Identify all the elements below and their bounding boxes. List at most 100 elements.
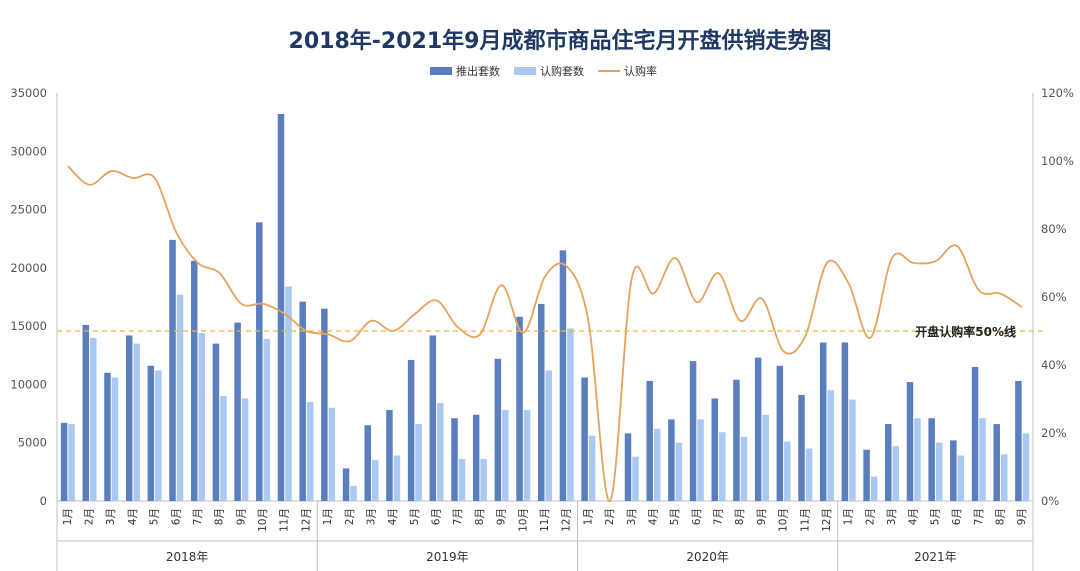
x-tick-label: 8月 — [474, 508, 486, 525]
bar-subscribed — [719, 432, 726, 501]
x-tick-label: 2月 — [344, 508, 356, 525]
year-label: 2020年 — [686, 550, 729, 564]
bar-subscribed — [892, 446, 900, 501]
x-tick-label: 11月 — [539, 508, 551, 532]
bar-subscribed — [350, 485, 357, 501]
bar-launched — [733, 379, 740, 501]
bar-launched — [212, 343, 220, 501]
bar-launched — [234, 322, 241, 501]
x-tick-label: 3月 — [105, 508, 117, 525]
bar-launched — [538, 303, 545, 501]
bar-launched — [364, 425, 371, 501]
x-tick-label: 1月 — [582, 508, 594, 525]
bar-launched — [624, 433, 632, 501]
x-tick-label: 8月 — [734, 508, 746, 525]
bar-launched — [169, 239, 176, 501]
x-tick-label: 2月 — [604, 508, 616, 525]
x-tick-label: 3月 — [886, 508, 898, 525]
bar-launched — [646, 380, 653, 501]
bar-launched — [277, 113, 285, 502]
bar-launched — [559, 250, 567, 501]
y-right-tick-label: 40% — [1041, 358, 1067, 372]
bar-subscribed — [155, 370, 162, 501]
bar-launched — [906, 382, 914, 501]
x-tick-label: 6月 — [691, 508, 703, 525]
y-left-tick-label: 30000 — [10, 144, 47, 158]
x-tick-label: 4月 — [127, 508, 139, 525]
bar-launched — [863, 449, 870, 501]
y-left-tick-label: 35000 — [10, 86, 47, 100]
bar-subscribed — [632, 456, 639, 501]
bar-launched — [299, 301, 306, 501]
x-tick-label: 8月 — [214, 508, 226, 525]
series-rate-line — [67, 165, 1023, 502]
x-tick-label: 7月 — [452, 508, 464, 525]
bar-subscribed — [306, 401, 314, 501]
x-tick-label: 4月 — [908, 508, 920, 525]
bar-launched — [494, 358, 502, 501]
bar-subscribed — [415, 424, 422, 501]
bar-launched — [451, 418, 458, 501]
x-tick-label: 5月 — [149, 508, 161, 525]
bar-launched — [60, 422, 68, 501]
chart-axes: 0 5000 10000 15000 20000 25000 30000 35000 0% 20%… — [10, 86, 1074, 508]
bar-subscribed — [588, 435, 596, 501]
x-tick-label: 5月 — [929, 508, 941, 525]
bar-launched — [407, 359, 415, 501]
series-subscribed-bars — [68, 286, 1030, 501]
bar-launched — [754, 357, 762, 501]
bar-launched — [668, 419, 675, 501]
bar-subscribed — [198, 333, 205, 501]
x-tick-label: 1月 — [62, 508, 74, 525]
y-right-tick-label: 60% — [1041, 290, 1067, 304]
bar-subscribed — [740, 436, 748, 501]
bar-launched — [776, 365, 784, 501]
y-left-tick-label: 15000 — [10, 319, 47, 333]
bar-launched — [256, 222, 263, 501]
x-tick-label: 1月 — [843, 508, 855, 525]
x-tick-label: 3月 — [626, 508, 638, 525]
x-tick-label: 7月 — [713, 508, 725, 525]
x-tick-label: 3月 — [365, 508, 377, 525]
bar-launched — [1015, 380, 1022, 501]
bar-subscribed — [176, 294, 184, 501]
bar-launched — [472, 414, 480, 501]
y-left-tick-label: 5000 — [18, 436, 47, 450]
x-tick-label: 9月 — [235, 508, 247, 525]
bar-subscribed — [545, 370, 552, 501]
y-left-tick-label: 25000 — [10, 203, 47, 217]
x-tick-label: 10月 — [257, 508, 269, 532]
x-tick-label: 10月 — [517, 508, 529, 532]
bar-subscribed — [111, 377, 119, 501]
year-label: 2018年 — [166, 550, 209, 564]
y-left-tick-label: 20000 — [10, 261, 47, 275]
y-left-tick-label: 0 — [40, 494, 47, 508]
legend-label: 认购率 — [624, 64, 657, 78]
x-axis: 1月 2月 3月 4月 5月 6月 7月 8月 9月 10月 11月 12月 1月 2月 3月 4月 5月 6月 7… — [56, 501, 1034, 571]
bar-subscribed — [437, 403, 444, 501]
bar-launched — [841, 342, 849, 501]
bar-subscribed — [285, 286, 292, 501]
x-tick-label: 5月 — [669, 508, 681, 525]
bar-subscribed — [68, 424, 75, 501]
bar-subscribed — [827, 390, 834, 501]
bar-launched — [819, 342, 827, 501]
bar-launched — [386, 410, 393, 501]
bar-subscribed — [502, 410, 509, 501]
bar-launched — [581, 377, 588, 501]
bar-launched — [885, 424, 892, 501]
x-tick-label: 12月 — [300, 508, 312, 532]
chart-title: 2018年-2021年9月成都市商品住宅月开盘供销走势图 — [289, 28, 832, 54]
x-tick-label: 8月 — [994, 508, 1006, 525]
x-tick-label: 9月 — [756, 508, 768, 525]
bar-subscribed — [567, 328, 574, 501]
y-right-tick-label: 0% — [1041, 494, 1059, 508]
bar-launched — [342, 468, 350, 501]
bar-subscribed — [935, 442, 943, 501]
legend-swatch — [430, 67, 452, 75]
y-left-tick-label: 10000 — [10, 377, 47, 391]
y-right-tick-label: 100% — [1041, 154, 1074, 168]
bar-launched — [928, 418, 935, 501]
